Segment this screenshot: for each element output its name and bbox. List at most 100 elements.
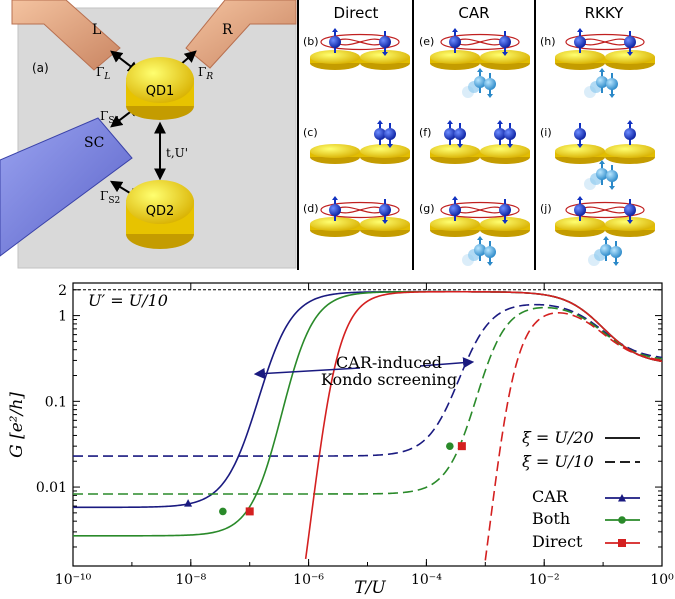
lead-left: L	[11, 0, 121, 71]
panel-b-label: (b)	[303, 35, 319, 48]
spin	[484, 78, 496, 90]
legend-car-label: CAR	[532, 487, 569, 506]
spin-arrow-head	[507, 144, 513, 148]
spin-arrow-head	[627, 220, 633, 224]
spin	[606, 170, 618, 182]
spin	[610, 246, 622, 258]
spin-arrow-head	[599, 68, 605, 72]
quantum-dot	[430, 50, 480, 64]
panel-d-label: (d)	[303, 202, 319, 215]
spin-arrow-head	[577, 28, 583, 32]
qd2-label: QD2	[146, 204, 175, 219]
spin	[384, 128, 396, 140]
coupling-label: t,U'	[166, 146, 188, 160]
plot-frame	[72, 282, 663, 567]
gamma-s2-label: ΓS2	[100, 189, 120, 206]
spin	[606, 78, 618, 90]
spin	[600, 244, 612, 256]
singlet-link	[579, 206, 631, 214]
panel-f-label: (f)	[419, 126, 431, 139]
spin	[499, 36, 511, 48]
spin	[474, 244, 486, 256]
column-title-direct: Direct	[334, 4, 379, 22]
legend-both-label: Both	[532, 509, 570, 528]
column-title-car: CAR	[458, 4, 489, 22]
y-tick-label: 0.1	[45, 394, 67, 410]
y-tick-label: 2	[58, 283, 67, 299]
annotation-arrow-right	[419, 357, 475, 369]
singlet-loop	[440, 201, 520, 219]
spin	[624, 36, 636, 48]
quantum-dot	[430, 217, 480, 231]
gamma-l-label: ΓL	[96, 65, 110, 82]
series-car-dashed	[73, 303, 663, 457]
quantum-dot	[605, 50, 655, 64]
lead-right: R	[185, 0, 297, 69]
spin-arrow-head	[502, 220, 508, 224]
legend-direct-label: Direct	[532, 532, 583, 551]
spin	[596, 76, 608, 88]
qd1: QD1	[126, 57, 194, 120]
parameter-label: U′ = U/10	[88, 291, 168, 310]
panel-a-label: (a)	[32, 61, 49, 75]
quantum-dot	[360, 144, 410, 158]
qd1-label: QD1	[146, 84, 175, 99]
spin-arrow-head	[452, 196, 458, 200]
marker-direct	[457, 442, 466, 451]
panel-g-label: (g)	[419, 202, 435, 215]
annotation-line-1: CAR-induced	[336, 353, 442, 372]
quantum-dot	[310, 217, 360, 231]
spin	[329, 36, 341, 48]
series-lines	[72, 290, 663, 561]
legend-dashed-label: ξ = U/10	[522, 452, 594, 471]
singlet-link	[454, 38, 506, 46]
spin	[574, 204, 586, 216]
x-tick-label: 10⁻¹⁰	[55, 572, 92, 588]
singlet-loop	[320, 33, 400, 51]
spin	[574, 36, 586, 48]
y-axis-label: G [e²/h]	[7, 392, 27, 458]
spin	[379, 36, 391, 48]
quantum-dot	[555, 50, 605, 64]
spin-arrow-head	[477, 68, 483, 72]
quantum-dot	[310, 144, 360, 158]
quantum-dot	[310, 50, 360, 64]
spin	[484, 246, 496, 258]
spin-arrow-head	[377, 120, 383, 124]
marker-both	[219, 507, 227, 516]
process-panels: Direct CAR RKKY (b) (c) (d) (e) (f) (g) …	[297, 0, 655, 270]
spin-arrow-head	[609, 186, 615, 190]
spin-arrow-head	[332, 196, 338, 200]
series-legend: CAR Both Direct	[532, 487, 583, 551]
spin	[624, 204, 636, 216]
singlet-link	[454, 206, 506, 214]
spin	[499, 204, 511, 216]
lead-right-label: R	[222, 22, 233, 38]
spin-arrow-head	[382, 220, 388, 224]
singlet-link	[579, 38, 631, 46]
spin	[596, 168, 608, 180]
spin-arrow-head	[332, 28, 338, 32]
spin-arrow-head	[497, 120, 503, 124]
annotation-arrow-left	[253, 367, 361, 380]
series-direct-solid	[304, 290, 663, 560]
panel-e-label: (e)	[419, 35, 434, 48]
spin-arrow-head	[452, 28, 458, 32]
quantum-dot	[555, 144, 605, 158]
panel-i-label: (i)	[540, 126, 552, 139]
spin-arrow-head	[447, 120, 453, 124]
y-tick-label: 0.01	[36, 480, 67, 496]
x-tick-label: 10⁻⁴	[411, 572, 442, 588]
spin	[379, 204, 391, 216]
series-car-solid	[72, 290, 663, 509]
marker-both	[446, 442, 454, 450]
spin	[494, 128, 506, 140]
quantum-dot	[555, 217, 605, 231]
spin	[504, 128, 516, 140]
spin-arrow-head	[613, 262, 619, 266]
spin	[449, 36, 461, 48]
conductance-chart: 10⁻¹⁰ 10⁻⁸ 10⁻⁶ 10⁻⁴ 10⁻² 10⁰ 0.01 0.1 1 2 U′ = U…	[7, 282, 674, 598]
x-tick-label: 10⁰	[650, 572, 674, 588]
spin	[329, 204, 341, 216]
spin-arrow-head	[603, 236, 609, 240]
